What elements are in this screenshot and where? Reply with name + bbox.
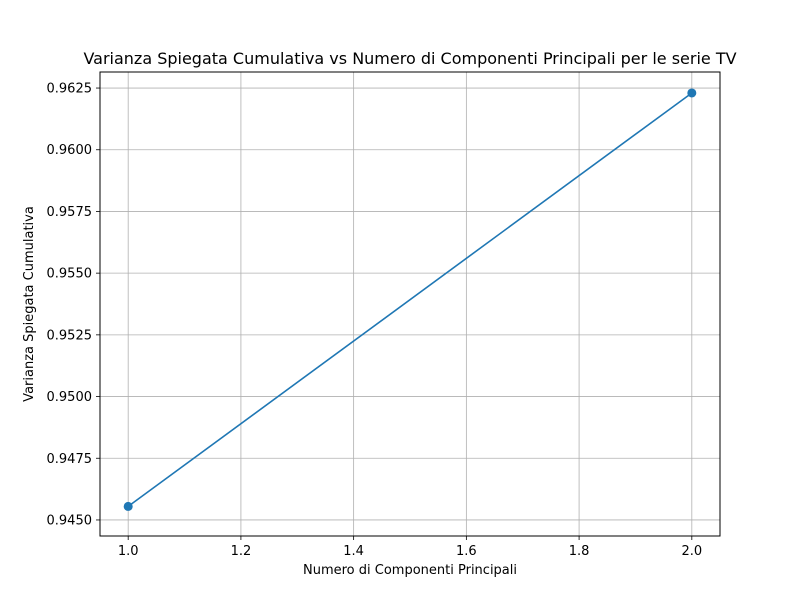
x-tick-label: 1.6 [456,544,477,559]
y-tick-label: 0.9450 [47,513,93,528]
series-line [127,92,693,508]
y-tick-label: 0.9575 [47,205,93,220]
y-axis-label: Varianza Spiegata Cumulativa [22,206,37,402]
x-tick-label: 1.4 [343,544,364,559]
x-tick-label: 1.8 [569,544,590,559]
y-tick-label: 0.9550 [47,267,93,282]
y-tick-label: 0.9500 [47,390,93,405]
y-tick-label: 0.9625 [47,82,93,97]
series-layer [123,88,697,511]
y-tick-label: 0.9600 [47,143,93,158]
y-tick-label: 0.9525 [47,328,93,343]
x-tick-label: 1.2 [231,544,252,559]
data-point [687,88,697,98]
y-axis-ticks: 0.9450 0.9475 0.9500 0.9525 0.9550 0.9575 0.96… [47,82,100,528]
data-point [123,501,133,511]
x-axis-label: Numero di Componenti Principali [303,563,517,578]
x-tick-label: 2.0 [681,544,702,559]
plot-frame [99,71,721,537]
grid [100,72,720,536]
x-tick-label: 1.0 [118,544,139,559]
x-axis-ticks: 1.0 1.2 1.4 1.6 1.8 2.0 [118,536,702,559]
y-tick-label: 0.9475 [47,452,93,467]
chart-title: Varianza Spiegata Cumulativa vs Numero d… [83,49,736,68]
